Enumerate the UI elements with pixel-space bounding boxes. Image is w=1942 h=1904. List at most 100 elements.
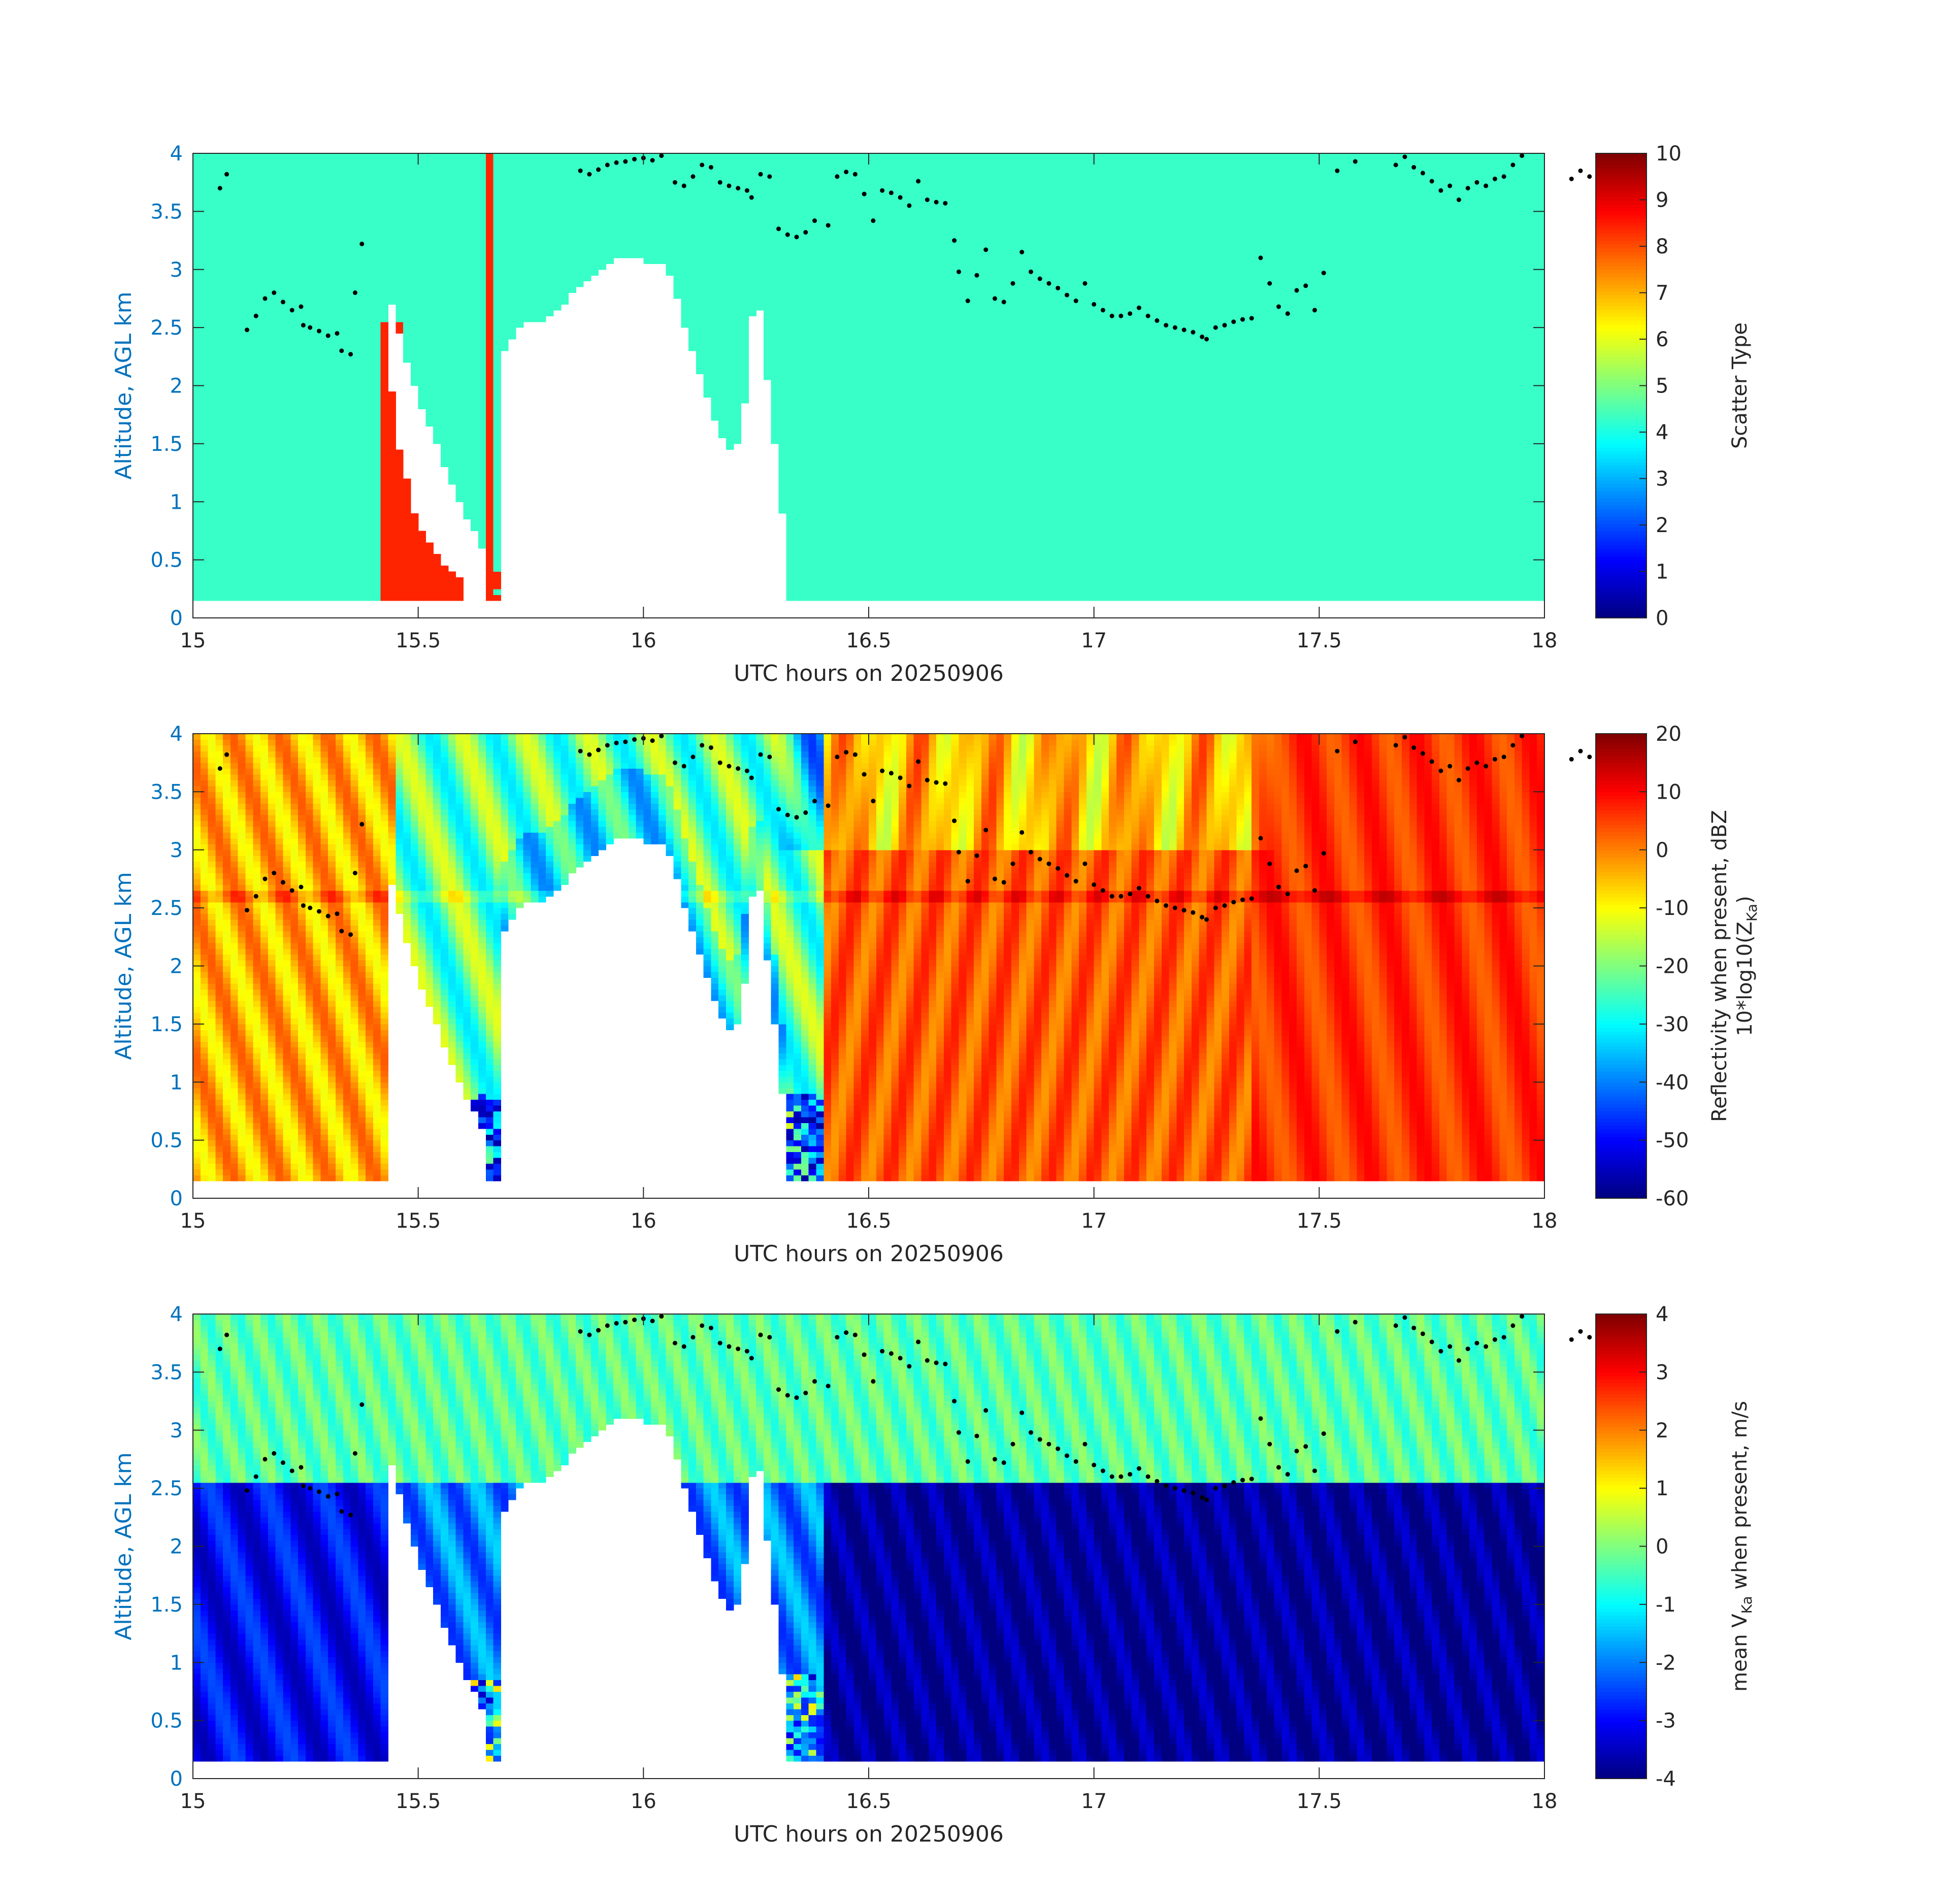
heatmap-cell	[681, 217, 688, 223]
heatmap-cell	[298, 368, 306, 374]
heatmap-cell	[396, 479, 403, 485]
heatmap-cell	[651, 188, 659, 194]
heatmap-cell	[238, 270, 246, 276]
heatmap-cell	[786, 270, 794, 276]
heatmap-cell	[223, 496, 231, 502]
heatmap-cell	[381, 327, 388, 334]
heatmap-cell	[246, 496, 253, 502]
heatmap-cell	[403, 484, 411, 490]
heatmap-cell	[561, 287, 569, 293]
heatmap-cell	[613, 217, 621, 223]
heatmap-cell	[471, 490, 478, 496]
heatmap-cell	[493, 171, 501, 177]
heatmap-cell	[238, 420, 246, 426]
heatmap-cell	[358, 310, 366, 316]
heatmap-cell	[238, 374, 246, 380]
heatmap-cell	[673, 217, 681, 223]
heatmap-cell	[448, 583, 456, 589]
heatmap-cell	[290, 380, 298, 386]
heatmap-cell	[298, 182, 306, 188]
heatmap-cell	[493, 577, 501, 583]
heatmap-cell	[433, 310, 441, 316]
heatmap-cell	[276, 246, 283, 252]
heatmap-cell	[215, 270, 223, 276]
heatmap-cell	[276, 496, 283, 502]
heatmap-cell	[599, 264, 606, 270]
heatmap-cell	[246, 304, 253, 310]
heatmap-cell	[298, 188, 306, 194]
heatmap-cell	[794, 211, 801, 217]
heatmap-cell	[734, 194, 741, 200]
heatmap-cell	[486, 258, 493, 264]
heatmap-cell	[366, 211, 373, 217]
heatmap-cell	[553, 229, 561, 235]
heatmap-cell	[629, 188, 636, 194]
heatmap-cell	[351, 310, 358, 316]
heatmap-cell	[478, 246, 486, 252]
heatmap-cell	[704, 217, 711, 223]
heatmap-cell	[215, 479, 223, 485]
heatmap-cell	[208, 217, 216, 223]
heatmap-cell	[448, 595, 456, 601]
heatmap-cell	[734, 403, 741, 409]
heatmap-cell	[756, 229, 764, 235]
heatmap-cell	[478, 258, 486, 264]
heatmap-cell	[779, 334, 786, 340]
heatmap-cell	[381, 473, 388, 479]
heatmap-cell	[290, 438, 298, 444]
heatmap-cell	[786, 386, 794, 392]
heatmap-cell	[396, 508, 403, 514]
heatmap-cell	[704, 281, 711, 287]
heatmap-cell	[336, 479, 343, 485]
heatmap-cell	[320, 299, 328, 305]
heatmap-cell	[516, 153, 523, 159]
heatmap-cell	[673, 188, 681, 194]
heatmap-cell	[320, 386, 328, 392]
heatmap-cell	[351, 502, 358, 508]
heatmap-cell	[764, 281, 771, 287]
heatmap-cell	[636, 188, 644, 194]
heatmap-cell	[794, 165, 801, 171]
heatmap-cell	[726, 420, 734, 426]
heatmap-cell	[794, 299, 801, 305]
heatmap-cell	[208, 420, 216, 426]
heatmap-cell	[418, 235, 426, 241]
heatmap-cell	[358, 461, 366, 467]
heatmap-cell	[276, 479, 283, 485]
heatmap-cell	[388, 246, 396, 252]
heatmap-cell	[711, 275, 718, 281]
heatmap-cell	[208, 304, 216, 310]
heatmap-cell	[809, 513, 816, 519]
heatmap-cell	[268, 572, 276, 578]
heatmap-cell	[396, 322, 403, 328]
heatmap-cell	[366, 223, 373, 229]
heatmap-cell	[425, 356, 433, 363]
heatmap-cell	[651, 165, 659, 171]
heatmap-cell	[366, 490, 373, 496]
heatmap-cell	[358, 490, 366, 496]
heatmap-cell	[336, 432, 343, 438]
heatmap-cell	[501, 287, 508, 293]
heatmap-cell	[771, 356, 779, 363]
heatmap-cell	[606, 252, 613, 258]
heatmap-cell	[688, 229, 696, 235]
heatmap-cell	[328, 386, 336, 392]
heatmap-cell	[223, 153, 231, 159]
heatmap-cell	[343, 159, 351, 165]
heatmap-cell	[448, 235, 456, 241]
heatmap-cell	[260, 368, 268, 374]
heatmap-cell	[193, 386, 201, 392]
heatmap-cell	[779, 293, 786, 299]
heatmap-cell	[223, 200, 231, 206]
heatmap-cell	[771, 206, 779, 212]
heatmap-cell	[711, 177, 718, 183]
heatmap-cell	[253, 490, 260, 496]
heatmap-cell	[208, 194, 216, 200]
heatmap-cell	[801, 589, 809, 595]
heatmap-cell	[726, 438, 734, 444]
heatmap-cell	[381, 200, 388, 206]
heatmap-cell	[651, 182, 659, 188]
heatmap-cell	[238, 537, 246, 543]
heatmap-cell	[343, 560, 351, 566]
heatmap-cell	[471, 270, 478, 276]
